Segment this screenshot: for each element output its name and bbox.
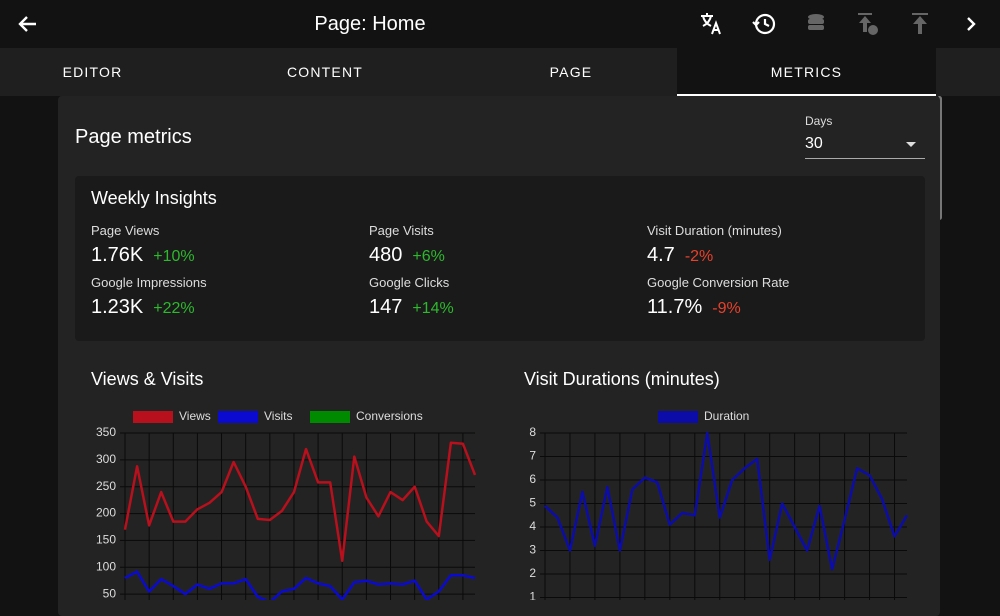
insight-row: 1.76K +10%: [91, 244, 195, 267]
insight-value: 1.23K: [91, 296, 144, 318]
insight: Visit Duration (minutes) 4.7 -2%: [647, 223, 782, 267]
history-icon[interactable]: [752, 13, 776, 35]
insight-change: +6%: [412, 248, 445, 265]
insight-row: 4.7 -2%: [647, 244, 782, 267]
insight-label: Visit Duration (minutes): [647, 223, 782, 238]
insight-change: +14%: [412, 300, 454, 317]
insight: Page Visits 480 +6%: [369, 223, 445, 267]
insight-value: 147: [369, 296, 403, 318]
select-label: Days: [805, 114, 833, 128]
select-value: 30: [805, 135, 823, 152]
insights-card: Weekly Insights Page Views 1.76K +10% Page …: [75, 176, 925, 341]
insight-row: 1.23K +22%: [91, 296, 207, 319]
toolbar-icons: [701, 13, 976, 35]
insight-row: 480 +6%: [369, 244, 445, 267]
page-title: Page: Home: [314, 13, 426, 35]
back-button[interactable]: [16, 12, 40, 36]
insight-label: Google Impressions: [91, 275, 207, 290]
translate-icon[interactable]: [701, 13, 721, 35]
days-select[interactable]: Days 30: [805, 108, 925, 159]
publish-icon[interactable]: [912, 13, 928, 34]
card-title: Weekly Insights: [91, 188, 217, 208]
insight: Google Conversion Rate 11.7% -9%: [647, 275, 789, 319]
insight-label: Page Views: [91, 223, 160, 238]
publish-schedule-icon[interactable]: [858, 13, 878, 35]
dropdown-arrow: [906, 142, 916, 147]
insight-label: Page Visits: [369, 223, 434, 238]
tab[interactable]: CONTENT: [286, 64, 364, 80]
insight: Google Clicks 147 +14%: [369, 275, 454, 319]
insight-value: 480: [369, 244, 403, 266]
insight-row: 11.7% -9%: [647, 296, 789, 319]
insight: Page Views 1.76K +10%: [91, 223, 195, 267]
panel-title: Page metrics: [75, 126, 192, 148]
database-icon[interactable]: [808, 14, 824, 30]
tab-bar: EDITOR CONTENT PAGE METRICS: [0, 48, 1000, 96]
tab[interactable]: EDITOR: [62, 64, 123, 80]
insight-value: 4.7: [647, 244, 675, 266]
insight-label: Google Conversion Rate: [647, 275, 790, 290]
insight-value: 11.7%: [647, 296, 703, 318]
insight-change: +22%: [153, 300, 195, 317]
metrics-panel: Page metrics Days 30: [58, 96, 940, 616]
insight-label: Google Clicks: [369, 275, 450, 290]
insight-change: +10%: [153, 248, 195, 265]
tab[interactable]: PAGE: [549, 64, 593, 80]
app-bar: Page: Home: [0, 0, 1000, 48]
tab[interactable]: METRICS: [677, 48, 936, 96]
more-button[interactable]: [967, 17, 976, 31]
insight-value: 1.76K: [91, 244, 144, 266]
insight-row: 147 +14%: [369, 296, 454, 319]
insight: Google Impressions 1.23K +22%: [91, 275, 207, 319]
insight-change: -9%: [712, 300, 741, 317]
insight-change: -2%: [684, 248, 714, 265]
